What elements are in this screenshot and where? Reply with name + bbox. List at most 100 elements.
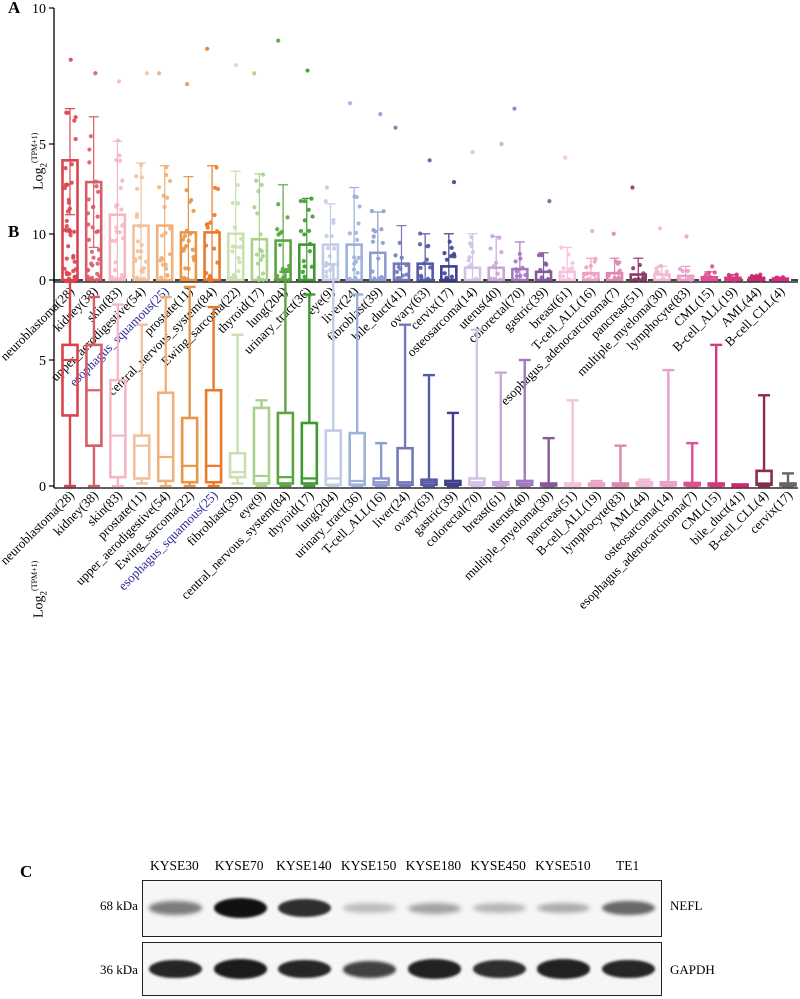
- blot-lane-label-4: KYSE180: [405, 858, 462, 873]
- a-point-12-16: [356, 255, 361, 260]
- a-point-9-0: [276, 38, 281, 43]
- a-point-12-12: [356, 221, 361, 226]
- a-point-4-2: [156, 185, 162, 190]
- blot-band-1-6: [537, 959, 591, 979]
- a-point-11-2: [332, 246, 337, 251]
- a-point-8-10: [254, 178, 259, 183]
- a-point-13-13: [371, 234, 376, 239]
- a-point-2-9: [120, 272, 125, 278]
- a-point-25-5: [664, 269, 669, 274]
- a-point-0-18: [65, 209, 71, 214]
- blot-band-0-0: [148, 901, 202, 915]
- blot-band-1-5: [472, 959, 526, 979]
- a-point-8-9: [260, 172, 266, 177]
- a-point-10-12: [301, 259, 306, 264]
- a-point-0-0: [68, 57, 73, 62]
- a-point-4-10: [159, 275, 164, 280]
- a-point-0-38: [72, 118, 77, 123]
- a-point-15-2: [418, 231, 423, 236]
- a-point-2-1: [113, 260, 118, 265]
- a-ytick-label-2: 10: [32, 2, 46, 17]
- a-point-11-3: [325, 246, 331, 251]
- a-point-10-4: [298, 228, 304, 234]
- chart-a-ylabel-sup: (TPM+1): [30, 132, 39, 163]
- a-point-12-0: [347, 101, 353, 106]
- b-box-1: [85, 343, 103, 447]
- a-point-3-20: [134, 174, 139, 179]
- a-point-2-23: [117, 158, 123, 163]
- a-point-16-10: [449, 245, 454, 251]
- a-point-0-14: [68, 233, 73, 238]
- b-box-5: [180, 416, 199, 484]
- blot-size-label-36: 36 kDa: [100, 962, 138, 977]
- blot-row-nefl: [142, 880, 662, 937]
- a-point-8-7: [259, 249, 264, 254]
- a-point-15-7: [419, 275, 424, 280]
- a-point-24-2: [631, 266, 636, 271]
- a-point-15-10: [425, 244, 430, 249]
- a-point-16-9: [449, 254, 454, 259]
- a-point-0-19: [71, 268, 76, 274]
- a-point-27-0: [710, 264, 715, 269]
- a-point-7-16: [230, 249, 235, 254]
- a-point-0-22: [72, 259, 77, 264]
- a-point-1-20: [87, 147, 92, 152]
- a-point-20-9: [539, 275, 544, 280]
- a-points-15: [417, 158, 433, 281]
- a-point-13-3: [381, 209, 386, 214]
- a-point-3-11: [135, 186, 140, 191]
- a-point-12-11: [355, 270, 360, 276]
- a-point-2-19: [115, 138, 121, 143]
- a-point-12-6: [347, 231, 352, 236]
- a-point-0-36: [71, 255, 76, 260]
- a-point-11-16: [324, 234, 329, 239]
- a-point-10-6: [307, 249, 312, 254]
- a-point-23-8: [615, 261, 620, 266]
- a-point-8-0: [252, 71, 257, 76]
- a-point-10-14: [298, 198, 303, 204]
- chart-b-ylabel-sup: (TPM+1): [30, 560, 39, 591]
- blot-lane-label-0: KYSE30: [149, 858, 199, 873]
- a-points-13: [369, 111, 386, 281]
- a-point-26-8: [680, 268, 685, 274]
- blot-lane-label-6: KYSE510: [535, 858, 591, 873]
- a-point-1-22: [91, 255, 96, 260]
- a-point-2-0: [116, 79, 122, 84]
- a-point-10-0: [305, 68, 310, 73]
- blot-band-1-4: [407, 959, 461, 979]
- blot-band-1-1: [213, 959, 267, 979]
- chart-a-ylabel-sub: 2: [38, 162, 49, 168]
- a-point-0-21: [73, 274, 78, 279]
- a-point-7-10: [236, 255, 241, 261]
- b-box-29: [755, 469, 773, 487]
- a-point-2-17: [119, 207, 124, 212]
- a-point-5-18: [182, 233, 188, 239]
- a-point-13-0: [378, 111, 383, 117]
- a-point-0-30: [65, 110, 70, 115]
- a-point-2-21: [118, 185, 123, 191]
- blot-lane-label-7: TE1: [616, 858, 640, 873]
- a-point-10-16: [310, 214, 315, 219]
- a-point-3-0: [144, 71, 150, 76]
- b-box-10: [300, 421, 319, 485]
- b-box-2: [109, 378, 127, 479]
- a-point-25-0: [657, 226, 663, 231]
- b-ytick-label-0: 0: [39, 480, 46, 495]
- a-point-5-16: [183, 244, 189, 249]
- a-point-23-4: [616, 275, 622, 280]
- a-point-12-4: [357, 204, 362, 209]
- a-point-16-11: [442, 251, 447, 256]
- a-point-8-1: [254, 252, 259, 257]
- panel-b-letter: B: [8, 222, 20, 241]
- panel-c-letter: C: [20, 862, 33, 881]
- a-point-18-5: [488, 246, 493, 251]
- a-point-8-3: [255, 211, 260, 216]
- a-point-1-2: [89, 249, 95, 254]
- blot-lane-label-5: KYSE450: [470, 858, 526, 873]
- a-point-5-9: [184, 188, 189, 193]
- a-point-10-1: [306, 228, 312, 234]
- b-ytick-label-1: 5: [39, 354, 46, 369]
- a-point-2-15: [120, 178, 125, 183]
- a-points-10: [298, 68, 315, 279]
- a-point-10-9: [300, 269, 305, 274]
